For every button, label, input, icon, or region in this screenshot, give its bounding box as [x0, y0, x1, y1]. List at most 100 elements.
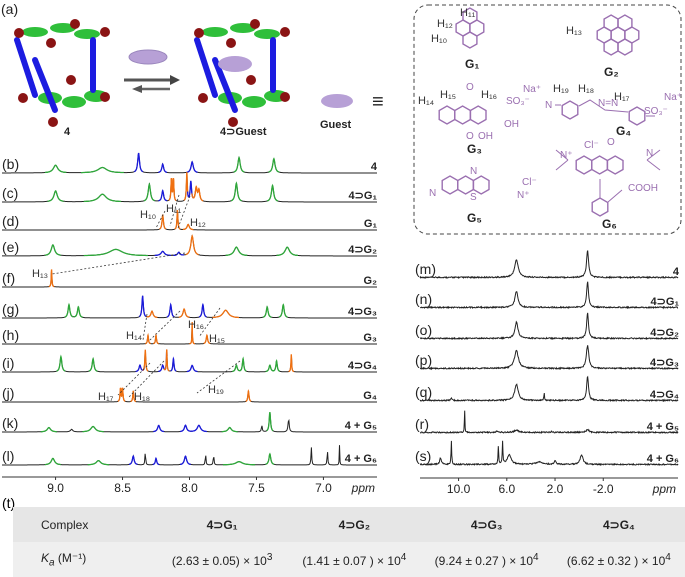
spectrum-peak — [87, 459, 110, 466]
aromatic-panel-bottom — [62, 96, 86, 108]
spectrum-row-tag: 4 + G₆ — [345, 453, 377, 465]
g4-azo: N=N — [598, 98, 618, 109]
host-guest-complex — [194, 19, 290, 127]
spectrum-row-tag: G₂ — [364, 275, 378, 287]
x-axis-label: ppm — [351, 481, 375, 495]
benzene-ring-icon — [454, 105, 472, 125]
x-tick-label: 7.0 — [315, 481, 332, 495]
h17-assign: H₁₇ — [98, 391, 114, 403]
spectrum-row-tag: G₃ — [363, 332, 377, 344]
h15-label: H₁₅ — [440, 89, 456, 101]
metal-atom-sphere — [18, 93, 28, 103]
benzene-ring-icon — [591, 155, 609, 175]
ka-g1: (2.63 ± 0.05) × 103 — [156, 552, 288, 568]
spectrum-peak — [44, 164, 67, 174]
benzene-ring-icon — [472, 175, 490, 195]
spectrum-row-tag: 4 + G₅ — [647, 421, 679, 433]
spectrum-row-tag: 4⊃G₄ — [650, 389, 679, 401]
spectrum-peak — [225, 246, 248, 257]
h18-label: H₁₈ — [578, 83, 594, 95]
benzene-ring-icon — [617, 38, 633, 56]
spectrum-peak — [133, 152, 144, 173]
panel-a-label: (a) — [1, 1, 18, 17]
spectrum-trace — [2, 234, 377, 257]
h12-assign: H₁₂ — [190, 217, 206, 229]
spectrum-row-tag: 4 — [371, 161, 378, 173]
g4-counterion: Na⁺ — [664, 92, 682, 103]
x-tick-label: 8.5 — [114, 481, 131, 495]
h17-label: H₁₇ — [614, 91, 630, 103]
benzene-ring-icon — [561, 100, 579, 120]
encapsulated-guest-icon — [218, 56, 252, 72]
spectrum-row-label: (r) — [415, 416, 429, 432]
aromatic-panel-top — [22, 27, 48, 37]
x-tick-label: 8.0 — [181, 481, 198, 495]
spectrum-peak — [265, 364, 275, 373]
header-g3: 4⊃G₃ — [470, 517, 503, 532]
spectrum-row-tag: G₁ — [364, 218, 378, 230]
spectrum-row-label: (d) — [2, 213, 19, 229]
g3-oh1: OH — [504, 119, 519, 130]
structures-box — [413, 4, 682, 235]
spectrum-row-label: (k) — [2, 415, 18, 431]
spectrum-peak — [166, 302, 175, 318]
g6-n-plus: N⁺ — [560, 150, 573, 161]
spectrum-row-label: (h) — [2, 327, 19, 343]
h16-label: H₁₆ — [481, 89, 497, 101]
forward-arrowhead — [170, 75, 180, 85]
metal-atom-sphere — [198, 93, 208, 103]
metal-atom-sphere — [70, 19, 80, 29]
g4-amine: N — [545, 100, 552, 111]
spectrum-peak — [170, 356, 177, 372]
spectrum-peak — [186, 364, 198, 373]
spectrum-row-tag: 4⊃G₃ — [650, 357, 679, 369]
benzene-ring-icon — [469, 105, 487, 125]
header-complex: Complex — [41, 517, 89, 532]
spectrum-peak — [198, 302, 207, 318]
spectrum-peak — [64, 302, 74, 318]
spectrum-peak — [221, 426, 238, 433]
spectrum-peak — [174, 209, 181, 230]
spectrum-peak — [48, 269, 55, 288]
g6-name: G₆ — [602, 217, 617, 231]
equiv-symbol: ≡ — [372, 91, 384, 113]
x-tick-label: 7.5 — [248, 481, 265, 495]
spectrum-peak — [239, 356, 247, 372]
x-tick-label: 2.0 — [547, 482, 564, 496]
spectrum-peak — [154, 250, 171, 257]
aromatic-panel-top — [74, 29, 100, 39]
ka-label: Ka (M⁻¹) — [13, 551, 156, 568]
metal-atom-sphere — [46, 38, 56, 48]
reverse-arrowhead — [132, 85, 142, 93]
table-header-row: Complex 4⊃G₁ 4⊃G₂ 4⊃G₃ 4⊃G₄ — [13, 507, 685, 542]
g5-counterion: Cl⁻ — [522, 177, 537, 188]
spectrum-peak — [83, 193, 122, 203]
g2-name: G₂ — [604, 65, 619, 79]
spectrum-peak — [139, 295, 147, 318]
benzene-ring-icon — [603, 14, 619, 32]
spectrum-peak — [266, 183, 279, 202]
spectrum-peak — [173, 251, 185, 257]
h19-label: H₁₉ — [553, 83, 569, 95]
metal-atom-sphere — [100, 27, 110, 37]
ka-g4-exp: 4 — [665, 551, 671, 563]
benzene-ring-icon — [606, 155, 624, 175]
spectrum-row-label: (m) — [415, 261, 436, 277]
spectrum-row-label: (i) — [2, 355, 14, 371]
spectrum-row-tag: 4⊃G₁ — [651, 296, 680, 308]
aromatic-panel-top — [50, 23, 76, 33]
pillar-linker — [212, 57, 238, 113]
metal-atom-sphere — [14, 28, 24, 38]
spectrum-row-tag: 4⊃G₂ — [348, 244, 377, 256]
correlation-lines — [51, 194, 241, 398]
spectrum-peak — [186, 160, 198, 173]
g5-n-left: N — [429, 188, 436, 199]
g5-name: G₅ — [467, 211, 482, 225]
aromatic-panel-bottom — [242, 96, 266, 108]
aromatic-panel-top — [202, 27, 228, 37]
h14-assign: H₁₄ — [126, 330, 143, 342]
spectrum-row-tag: 4 + G₅ — [345, 420, 377, 432]
spectrum-row-label: (f) — [2, 270, 15, 286]
g3-o2: O — [466, 131, 474, 142]
